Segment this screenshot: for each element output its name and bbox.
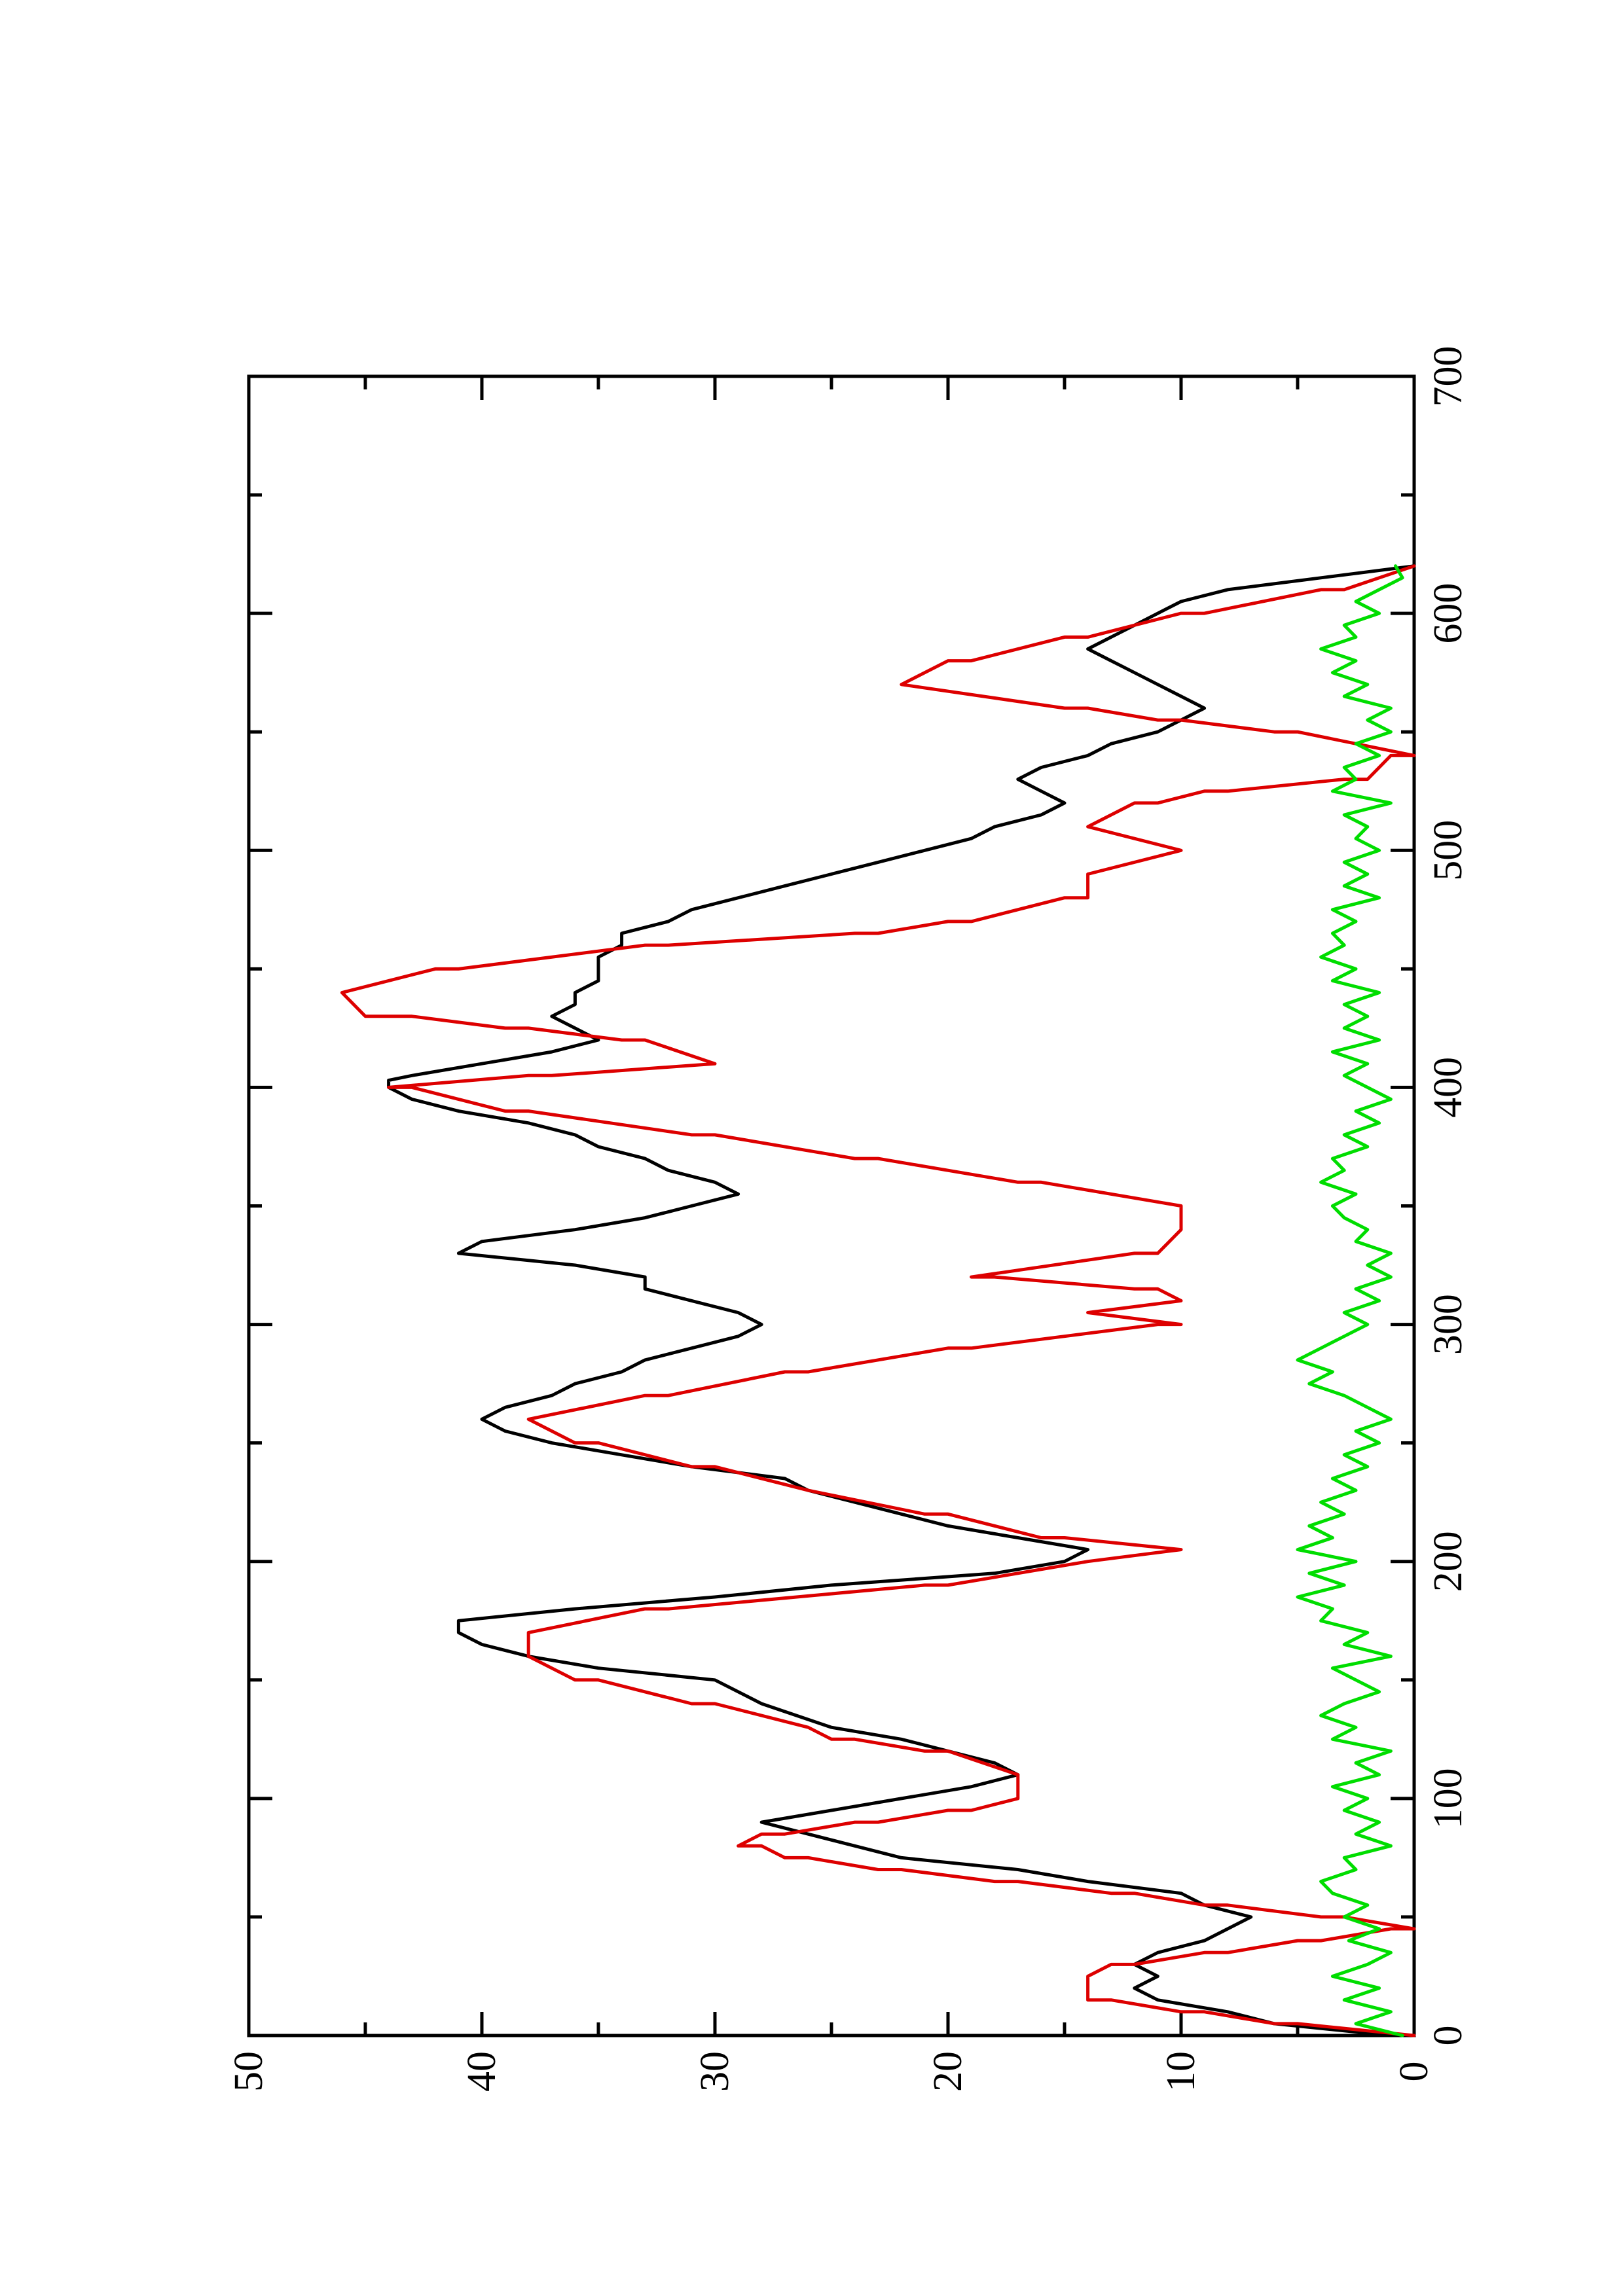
x-tick-label: 700 bbox=[1426, 346, 1470, 407]
y-tick-label: 10 bbox=[1159, 2051, 1203, 2092]
plot-frame bbox=[247, 374, 1416, 2037]
x-tick-label: 200 bbox=[1426, 1531, 1470, 1592]
y-tick-label: 30 bbox=[693, 2051, 737, 2092]
labels-layer: 0 100 200 300 400 500 600 700 0 10 20 30 40 50 bbox=[227, 346, 1470, 2092]
y-tick-label: 50 bbox=[227, 2051, 271, 2092]
y-tick-label: 40 bbox=[460, 2051, 504, 2092]
y-tick-label: 0 bbox=[1392, 2062, 1436, 2082]
series-line-1 bbox=[387, 564, 1416, 2037]
x-tick-label: 100 bbox=[1426, 1768, 1470, 1829]
x-tick-label: 600 bbox=[1426, 583, 1470, 644]
x-tick-label: 400 bbox=[1426, 1057, 1470, 1118]
series-layer bbox=[340, 564, 1416, 2037]
x-tick-label: 300 bbox=[1426, 1294, 1470, 1355]
series-line-2 bbox=[340, 564, 1416, 2037]
series-line-3 bbox=[1296, 564, 1404, 2037]
x-tick-label: 500 bbox=[1426, 820, 1470, 881]
y-tick-label: 20 bbox=[926, 2051, 970, 2092]
ticks-layer bbox=[247, 374, 1416, 2037]
x-tick-label: 0 bbox=[1426, 2026, 1470, 2046]
